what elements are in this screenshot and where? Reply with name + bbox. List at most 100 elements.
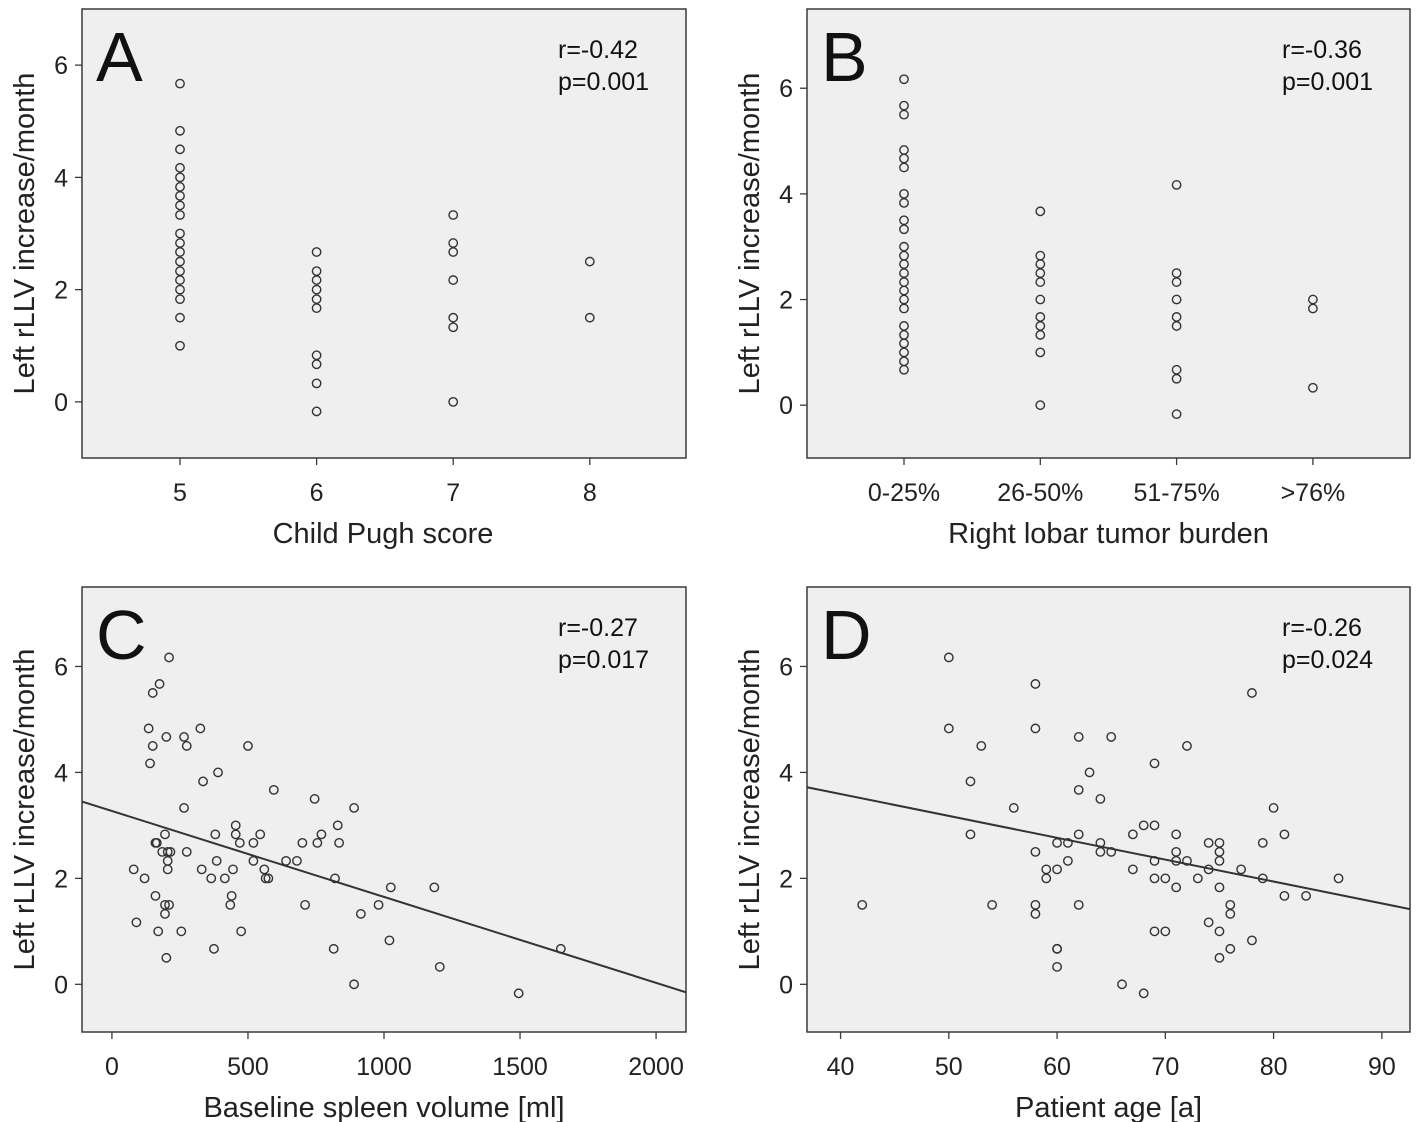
data-point: [332, 820, 343, 831]
data-point: [1182, 855, 1192, 866]
data-point: [448, 312, 459, 323]
data-point: [1182, 741, 1192, 751]
data-point: [1149, 820, 1160, 831]
data-point: [899, 109, 909, 120]
data-point: [1171, 180, 1182, 190]
data-point: [965, 829, 976, 840]
x-tick-label: 70: [1151, 1053, 1179, 1081]
data-point: [1279, 890, 1290, 901]
data-point: [147, 741, 158, 751]
data-point: [234, 837, 245, 848]
stat-annotation: p=0.017: [558, 646, 649, 674]
data-point: [1052, 961, 1062, 972]
data-point: [228, 864, 238, 875]
data-point: [976, 741, 987, 751]
data-point: [1149, 926, 1160, 937]
data-point: [1035, 294, 1046, 305]
data-point: [179, 732, 189, 742]
data-point: [1030, 679, 1041, 689]
data-point: [175, 312, 185, 323]
data-point: [153, 926, 164, 937]
data-point: [1063, 837, 1073, 848]
data-point: [1171, 409, 1182, 420]
data-point: [943, 652, 954, 663]
y-tick-label: 4: [54, 164, 68, 192]
data-point: [328, 943, 339, 954]
data-point: [154, 679, 165, 689]
data-point: [213, 767, 223, 778]
x-tick-label: 1000: [356, 1053, 412, 1081]
data-point: [210, 829, 221, 840]
data-point: [1247, 935, 1257, 946]
data-point: [355, 908, 366, 919]
x-axis-label: Patient age [a]: [1015, 1092, 1202, 1122]
data-point: [260, 873, 271, 884]
data-point: [255, 829, 266, 840]
stat-annotation: p=0.024: [1282, 646, 1373, 674]
panel-letter: B: [821, 18, 868, 96]
data-point: [1035, 277, 1046, 287]
x-tick-label: 8: [583, 479, 597, 507]
y-tick-label: 4: [779, 759, 793, 787]
data-point: [1073, 732, 1084, 742]
x-tick-label: 500: [227, 1053, 269, 1081]
data-point: [311, 406, 322, 417]
data-point: [1095, 846, 1106, 857]
data-point: [175, 210, 185, 220]
x-tick-label: 90: [1368, 1053, 1396, 1081]
data-point: [175, 275, 185, 285]
data-point: [1203, 837, 1214, 848]
x-tick-label: 60: [1043, 1053, 1071, 1081]
data-point: [1214, 952, 1225, 963]
data-point: [164, 652, 174, 663]
data-point: [1171, 277, 1182, 287]
data-point: [1127, 829, 1138, 840]
data-point: [330, 873, 340, 884]
y-tick-label: 6: [779, 653, 793, 681]
data-point: [175, 162, 185, 173]
y-tick-label: 0: [779, 392, 793, 420]
data-point: [151, 837, 162, 848]
stat-annotation: r=-0.36: [1282, 36, 1362, 64]
data-point: [1301, 890, 1311, 901]
data-point: [448, 247, 459, 257]
data-point: [1106, 846, 1117, 857]
data-point: [175, 200, 185, 211]
data-point: [1095, 794, 1106, 804]
y-tick-label: 2: [54, 865, 68, 893]
plot-area: [81, 8, 687, 459]
data-point: [1073, 784, 1084, 795]
data-point: [219, 873, 230, 884]
regression-line: [81, 800, 687, 994]
data-point: [243, 741, 253, 751]
data-point: [1214, 882, 1225, 893]
data-point: [448, 210, 459, 220]
y-tick-label: 0: [54, 389, 68, 417]
data-point: [1214, 855, 1225, 866]
data-point: [145, 758, 155, 769]
data-point: [1333, 873, 1344, 884]
x-tick-label: 1500: [492, 1053, 548, 1081]
data-point: [1171, 882, 1182, 893]
y-tick-label: 6: [54, 653, 68, 681]
data-point: [584, 312, 595, 323]
data-point: [131, 917, 142, 928]
data-point: [349, 803, 359, 813]
data-point: [349, 979, 359, 990]
data-point: [268, 784, 279, 795]
data-point: [1127, 864, 1138, 875]
data-point: [1171, 294, 1182, 305]
x-tick-label: 40: [827, 1053, 855, 1081]
data-point: [1041, 873, 1052, 884]
data-point: [175, 190, 185, 201]
y-tick-label: 0: [54, 971, 68, 999]
data-point: [196, 864, 207, 875]
data-point: [209, 943, 219, 954]
y-axis-label: Left rLLV increase/month: [9, 73, 41, 395]
data-point: [1268, 803, 1279, 813]
data-point: [1149, 758, 1160, 769]
data-point: [312, 837, 323, 848]
x-tick-label: 26-50%: [997, 479, 1083, 507]
data-point: [162, 864, 173, 875]
data-point: [1171, 321, 1182, 331]
